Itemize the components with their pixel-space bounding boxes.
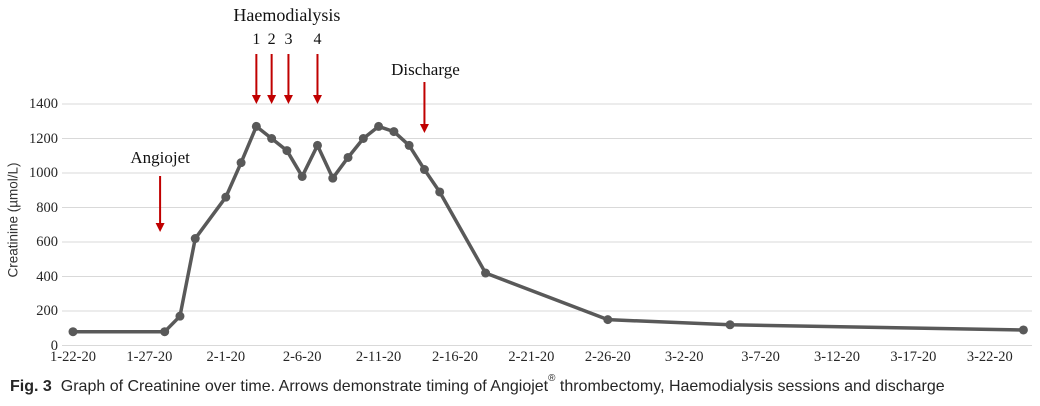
x-tick-3-12-20: 3-12-20	[814, 349, 860, 365]
haemodialysis-session-number-3: 3	[284, 31, 293, 48]
series-line-creatinine	[71, 124, 1026, 334]
x-tick-3-17-20: 3-17-20	[890, 349, 937, 365]
arrow-haemodialysis-3-head	[283, 95, 293, 104]
data-point-2-6-20	[297, 171, 307, 181]
arrow-haemodialysis-4-head	[312, 95, 322, 104]
data-point-3-24-20	[1018, 325, 1028, 335]
y-tick-0: 0	[50, 337, 58, 354]
data-point-2-9-20	[343, 152, 353, 162]
data-point-2-15-20	[435, 187, 445, 197]
figure-number: Fig. 3	[10, 378, 52, 396]
data-point-2-12-20	[389, 127, 399, 137]
data-point-2-7-20	[312, 140, 322, 150]
haemodialysis-session-number-2: 2	[267, 31, 276, 48]
x-tick-1-27-20: 1-27-20	[126, 349, 173, 365]
arrow-discharge-head	[419, 124, 429, 133]
haemodialysis-session-number-4: 4	[313, 31, 322, 48]
y-tick-600: 600	[36, 234, 58, 250]
data-point-2-13-20	[404, 140, 414, 150]
x-tick-3-22-20: 3-22-20	[966, 349, 1013, 365]
x-tick-1-22-20: 1-22-20	[50, 349, 96, 365]
data-point-2-18-20	[481, 268, 491, 278]
y-tick-800: 800	[36, 199, 58, 216]
data-point-2-8-20	[328, 173, 338, 183]
y-tick-400: 400	[36, 268, 58, 285]
y-tick-1200: 1200	[29, 130, 58, 147]
x-tick-2-26-20: 2-26-20	[584, 349, 631, 365]
data-point-2-4-20	[267, 134, 277, 143]
x-tick-2-16-20: 2-16-20	[432, 349, 478, 365]
haemodialysis-session-number-1: 1	[252, 31, 261, 48]
data-point-2-26-20	[603, 315, 613, 325]
data-point-2-1-20	[221, 192, 231, 202]
figure-caption: Fig. 3 Graph of Creatinine over time. Arr…	[10, 372, 1020, 396]
x-tick-2-11-20: 2-11-20	[355, 349, 402, 365]
x-tick-3-7-20: 3-7-20	[741, 349, 780, 365]
annotation-haemodialysis-label: Haemodialysis	[233, 5, 341, 25]
x-tick-2-1-20: 2-1-20	[206, 349, 246, 365]
data-point-2-2-20	[236, 158, 246, 168]
y-tick-200: 200	[36, 303, 58, 319]
x-tick-3-2-20: 3-2-20	[664, 349, 704, 365]
annotation-angiojet-label: Angiojet	[130, 148, 190, 167]
data-point-2-11-20	[374, 121, 384, 131]
y-tick-1400: 1400	[29, 96, 58, 112]
registered-trademark-symbol: ®	[548, 372, 556, 384]
data-point-1-22-20	[68, 327, 78, 337]
data-point-2-3-20	[251, 121, 261, 131]
data-point-1-28-20	[160, 327, 170, 337]
arrow-haemodialysis-2-head	[267, 95, 277, 104]
x-tick-2-6-20: 2-6-20	[282, 349, 322, 365]
annotation-discharge-label: Discharge	[391, 60, 460, 79]
data-point-2-14-20	[419, 165, 429, 175]
y-tick-1000: 1000	[29, 165, 58, 181]
data-point-2-5-20	[282, 146, 292, 156]
arrow-angiojet-head	[155, 223, 165, 232]
caption-text: Graph of Creatinine over time. Arrows de…	[60, 372, 945, 396]
arrow-haemodialysis-1-head	[251, 95, 261, 104]
x-tick-2-21-20: 2-21-20	[508, 349, 555, 365]
data-point-3-6-20	[725, 320, 735, 330]
data-point-1-30-20	[190, 234, 200, 244]
data-point-2-10-20	[358, 134, 368, 143]
data-point-1-29-20	[175, 311, 185, 321]
